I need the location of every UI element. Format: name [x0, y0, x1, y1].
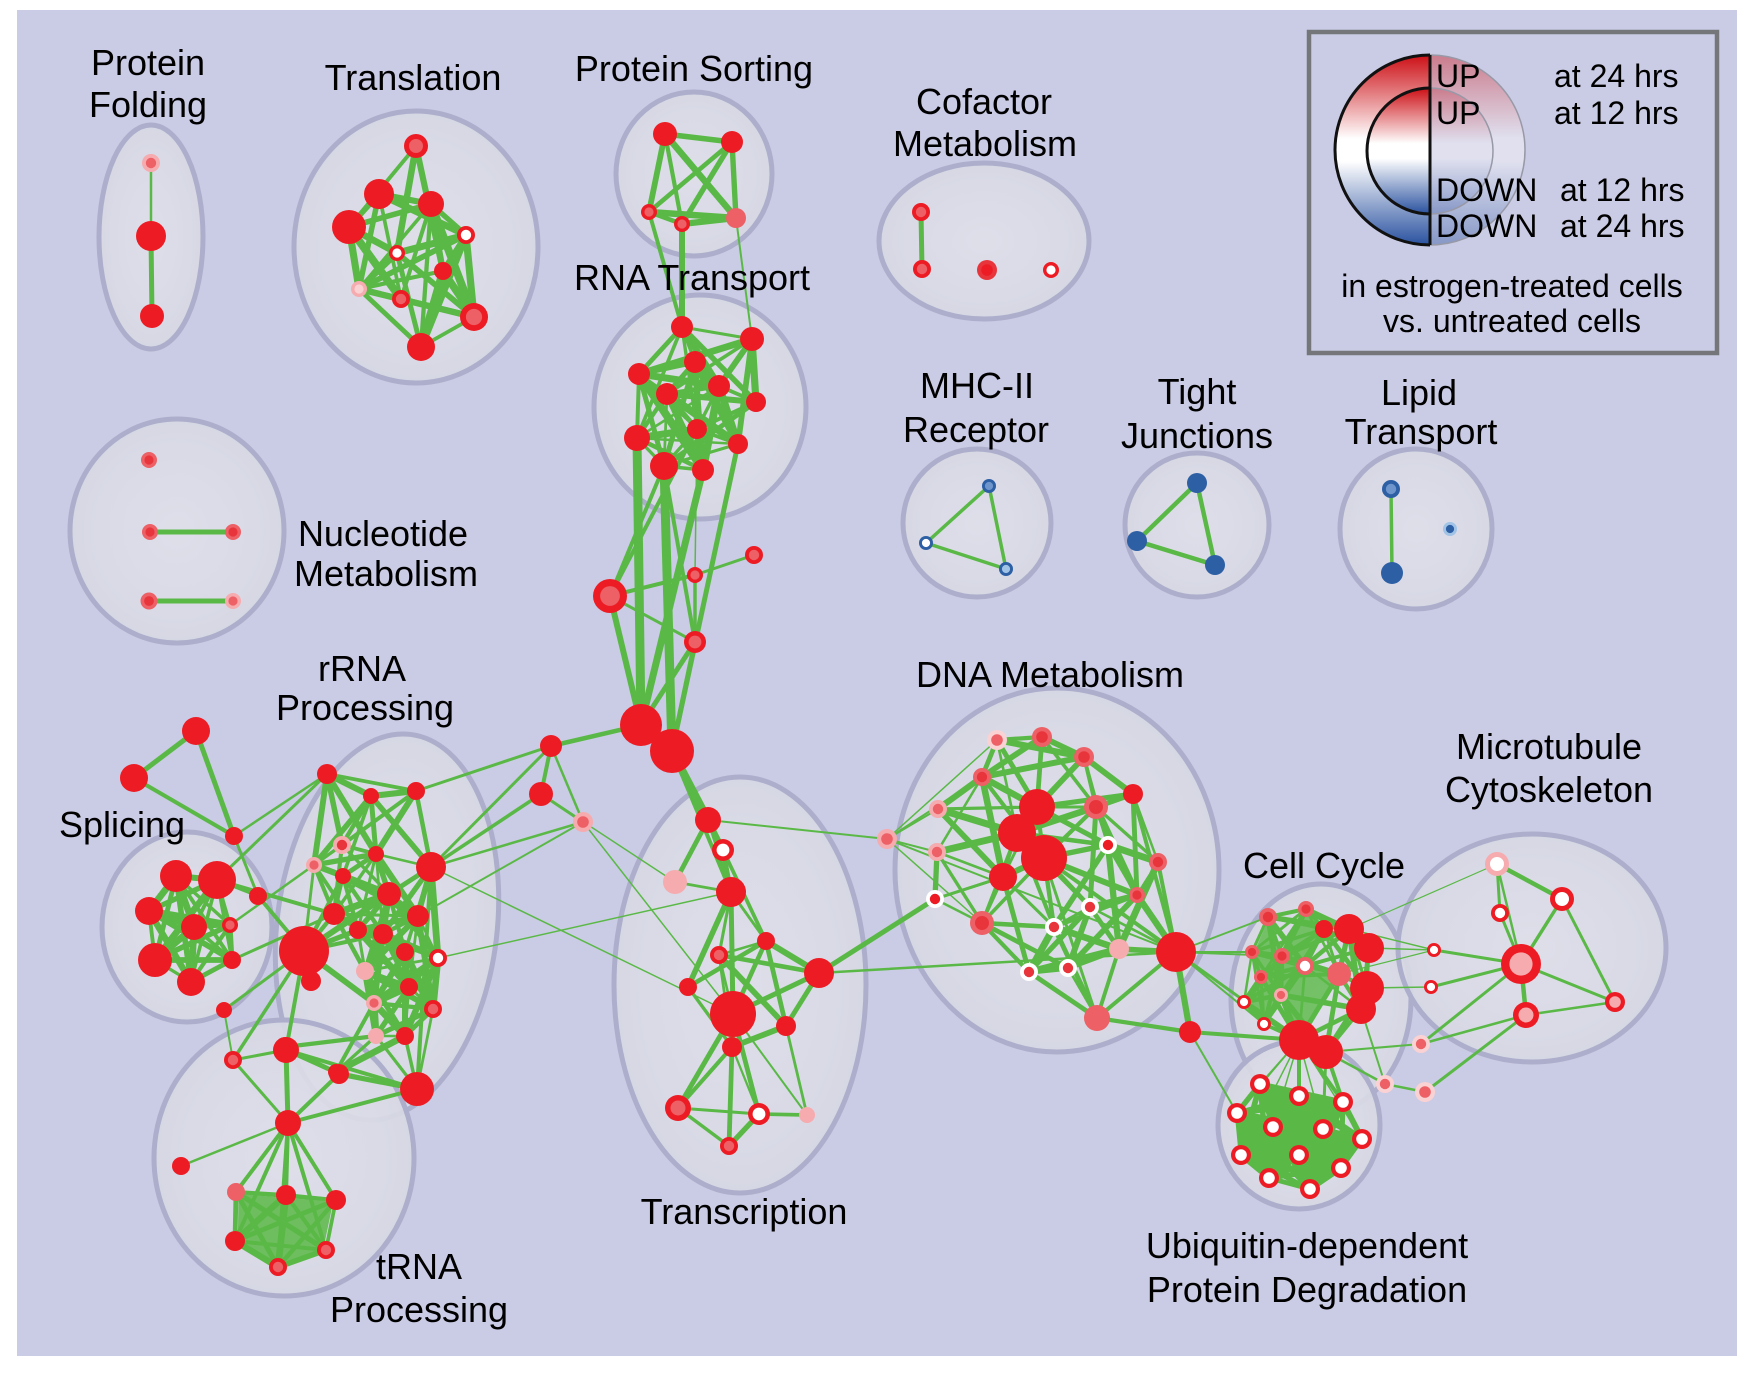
svg-text:Cytoskeleton: Cytoskeleton [1445, 769, 1653, 810]
svg-text:Transcription: Transcription [641, 1191, 848, 1232]
svg-text:DOWN: DOWN [1436, 208, 1537, 244]
svg-text:Microtubule: Microtubule [1456, 726, 1642, 767]
svg-text:Protein Degradation: Protein Degradation [1147, 1269, 1467, 1310]
svg-text:Ubiquitin-dependent: Ubiquitin-dependent [1146, 1225, 1468, 1266]
svg-text:rRNA: rRNA [318, 648, 406, 689]
svg-text:Junctions: Junctions [1121, 415, 1273, 456]
svg-text:Processing: Processing [330, 1289, 508, 1330]
svg-text:RNA Transport: RNA Transport [574, 257, 810, 298]
svg-text:UP: UP [1436, 95, 1480, 131]
svg-text:Metabolism: Metabolism [294, 553, 478, 594]
svg-text:Lipid: Lipid [1381, 372, 1457, 413]
svg-text:Cofactor: Cofactor [916, 81, 1052, 122]
svg-text:Nucleotide: Nucleotide [298, 513, 468, 554]
svg-text:vs. untreated cells: vs. untreated cells [1383, 303, 1641, 339]
svg-text:Receptor: Receptor [903, 409, 1049, 450]
svg-text:Protein: Protein [91, 42, 205, 83]
svg-text:Metabolism: Metabolism [893, 123, 1077, 164]
svg-text:at 12 hrs: at 12 hrs [1560, 172, 1685, 208]
svg-text:in estrogen-treated cells: in estrogen-treated cells [1341, 268, 1683, 304]
svg-text:Translation: Translation [325, 57, 502, 98]
svg-text:Processing: Processing [276, 687, 454, 728]
svg-text:Tight: Tight [1158, 371, 1237, 412]
svg-text:at 24 hrs: at 24 hrs [1560, 208, 1685, 244]
svg-text:DOWN: DOWN [1436, 172, 1537, 208]
svg-text:UP: UP [1436, 58, 1480, 94]
svg-text:Cell Cycle: Cell Cycle [1243, 845, 1405, 886]
svg-text:Splicing: Splicing [59, 804, 185, 845]
svg-text:Protein Sorting: Protein Sorting [575, 48, 813, 89]
svg-text:Folding: Folding [89, 84, 207, 125]
svg-text:tRNA: tRNA [376, 1246, 462, 1287]
svg-text:DNA Metabolism: DNA Metabolism [916, 654, 1184, 695]
svg-text:at 24 hrs: at 24 hrs [1554, 58, 1679, 94]
svg-text:MHC-II: MHC-II [920, 365, 1034, 406]
svg-text:at 12 hrs: at 12 hrs [1554, 95, 1679, 131]
svg-text:Transport: Transport [1345, 411, 1498, 452]
